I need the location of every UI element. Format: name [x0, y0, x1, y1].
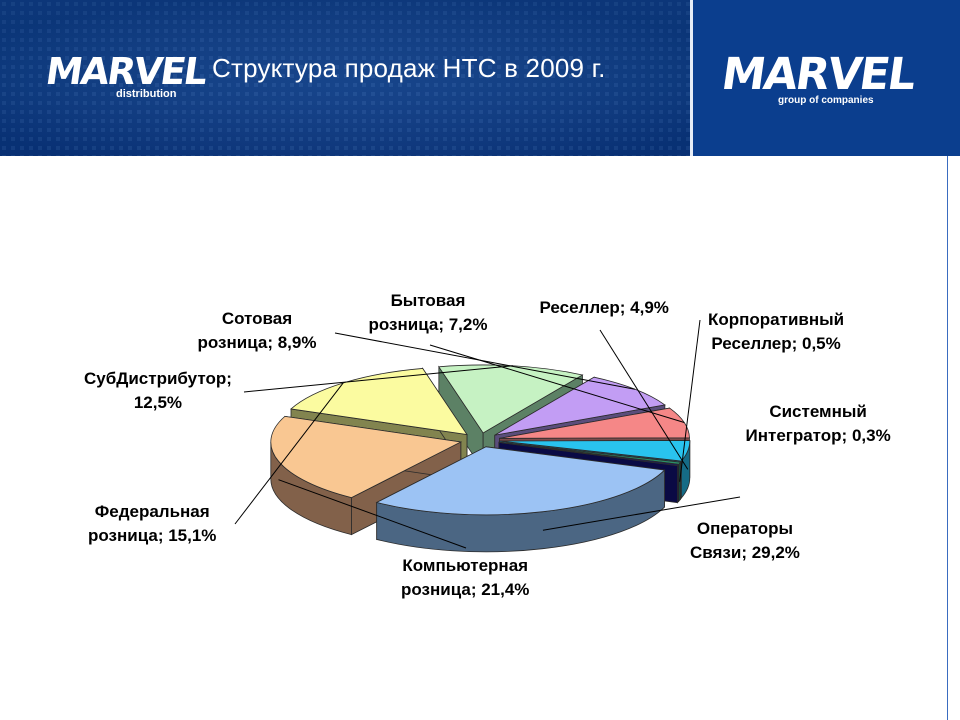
slice-side-корпоративный-реселлер — [678, 461, 681, 503]
slice-label-subdistributor: СубДистрибутор; 12,5% — [84, 367, 232, 415]
slice-label-corporate-reseller-line-1: Корпоративный — [708, 310, 845, 329]
slice-label-reseller-line-1: Реселлер; 4,9% — [539, 298, 669, 317]
slice-операторы-связи — [375, 446, 666, 516]
slide-title: Структура продаж НТС в 2009 г. — [212, 53, 606, 83]
marvel-group-logo: MARVEL group of companies — [718, 49, 917, 108]
leader-lines — [234, 319, 741, 549]
pie-tops — [270, 364, 691, 516]
leader-line-бытовая-розница — [429, 344, 685, 423]
leader-line-сотовая-розница — [334, 332, 636, 390]
logo-right-sub: group of companies — [778, 95, 874, 106]
slice-label-cellular-retail: Сотовая розница; 8,9% — [198, 307, 317, 355]
slice-label-federal-retail-line-2: розница; 15,1% — [88, 526, 217, 545]
logo-left-sub: distribution — [116, 88, 177, 100]
slide-header: MARVEL distribution Структура продаж НТС… — [0, 0, 960, 156]
slice-label-federal-retail: Федеральная розница; 15,1% — [88, 500, 216, 548]
leader-line-операторы-связи — [542, 496, 741, 531]
slice-label-corporate-reseller: Корпоративный Реселлер; 0,5% — [708, 308, 844, 356]
slice-label-household-retail-line-1: Бытовая — [390, 291, 466, 310]
slice-системный-интегратор — [498, 441, 680, 467]
leader-line-корпоративный-реселлер — [679, 319, 701, 482]
slice-label-household-retail: Бытовая розница; 7,2% — [369, 289, 488, 337]
header-right-panel — [693, 0, 960, 156]
slice-label-subdistributor-line-1: СубДистрибутор; — [84, 369, 232, 388]
slice-label-cellular-retail-line-2: розница; 8,9% — [197, 333, 317, 352]
slice-label-system-integrator: Системный Интегратор; 0,3% — [746, 400, 891, 448]
logo-right-word: MARVEL — [718, 49, 918, 100]
slice-label-subdistributor-line-2: 12,5% — [133, 393, 183, 412]
slice-реселлер — [499, 440, 691, 462]
slice-label-cellular-retail-line-1: Сотовая — [221, 309, 293, 328]
marvel-distribution-logo: MARVEL distribution — [43, 50, 208, 102]
slice-label-computer-retail: Компьютерная розница; 21,4% — [401, 554, 529, 602]
leader-line-субдистрибутор — [243, 365, 513, 393]
slice-label-corporate-reseller-line-2: Реселлер; 0,5% — [711, 334, 841, 353]
slice-компьютерная-розница — [270, 415, 463, 499]
circuit-background-pattern — [0, 0, 690, 156]
leader-line-компьютерная-розница — [278, 479, 467, 549]
slice-label-operators-line-2: Связи; 29,2% — [690, 543, 800, 562]
slice-label-federal-retail-line-1: Федеральная — [94, 502, 210, 521]
slice-side-системный-интегратор — [676, 463, 679, 504]
right-edge-line — [947, 156, 948, 720]
logo-left-word: MARVEL — [43, 50, 209, 93]
slice-label-operators-line-1: Операторы — [696, 519, 794, 538]
slice-label-operators: Операторы Связи; 29,2% — [690, 517, 800, 565]
leader-line-федеральная-розница — [234, 382, 344, 525]
header-divider — [690, 0, 693, 156]
slice-label-computer-retail-line-1: Компьютерная — [402, 556, 529, 575]
slice-label-household-retail-line-2: розница; 7,2% — [368, 315, 488, 334]
leader-line-реселлер — [599, 329, 689, 470]
slice-label-reseller: Реселлер; 4,9% — [540, 296, 669, 320]
slice-label-system-integrator-line-1: Системный — [769, 402, 867, 421]
slice-label-system-integrator-line-2: Интегратор; 0,3% — [745, 426, 891, 445]
slice-label-computer-retail-line-2: розница; 21,4% — [401, 580, 530, 599]
pie-chart — [234, 319, 741, 553]
